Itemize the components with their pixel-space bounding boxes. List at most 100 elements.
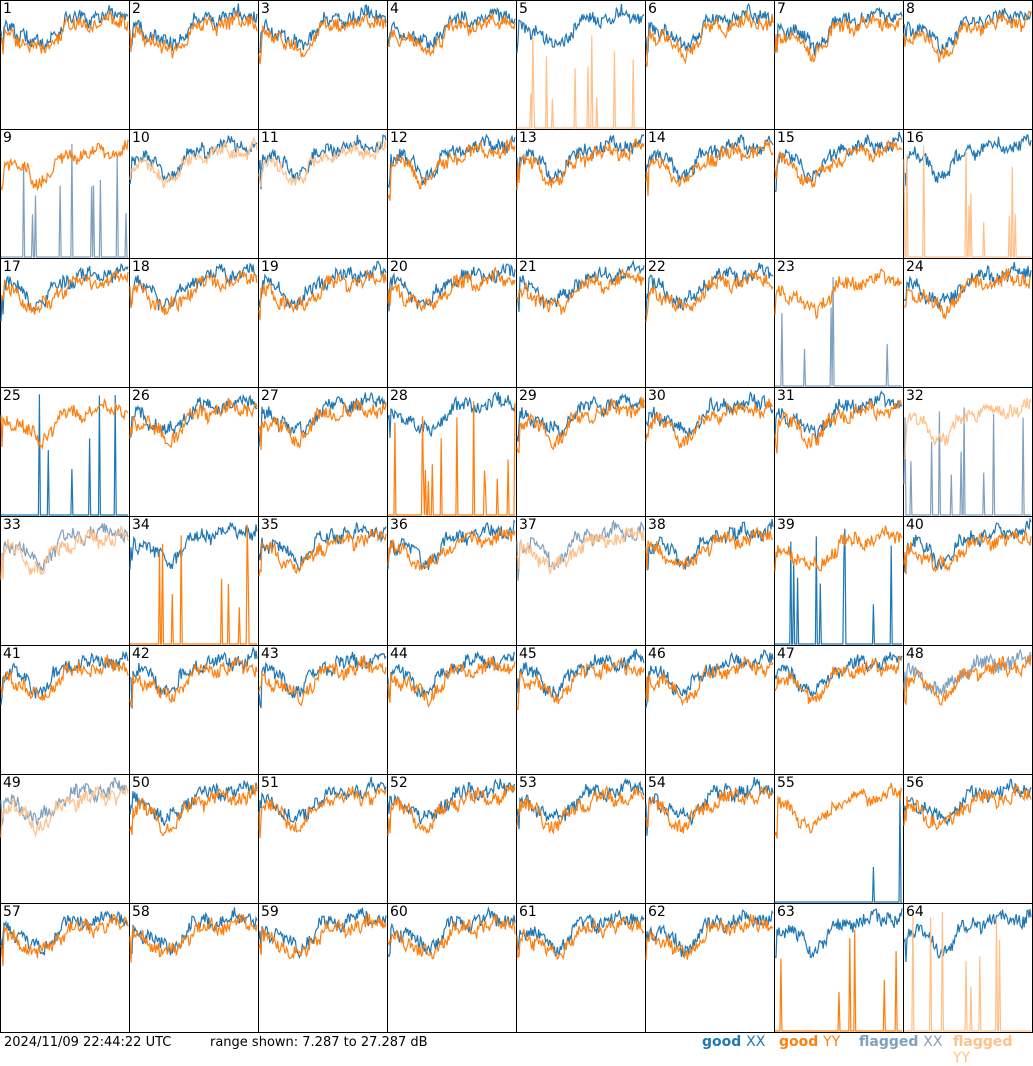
series-yy	[645, 526, 774, 571]
panel-border	[516, 774, 646, 904]
series-xx	[774, 6, 903, 56]
series-yy	[258, 913, 387, 960]
series-xx	[387, 905, 516, 958]
panel-border	[774, 645, 904, 775]
panel-19: 19	[258, 258, 388, 388]
series-yy	[516, 526, 645, 574]
series-xx	[129, 646, 258, 709]
panel-plot	[129, 903, 259, 1033]
panel-plot	[387, 0, 517, 130]
series-yy	[516, 657, 645, 710]
panel-border	[258, 258, 388, 388]
panel-21: 21	[516, 258, 646, 388]
panel-plot	[258, 903, 388, 1033]
panel-plot	[516, 774, 646, 904]
series-xx	[1, 394, 128, 516]
panel-border	[645, 258, 775, 388]
panel-plot	[903, 903, 1033, 1033]
series-xx	[775, 791, 902, 903]
panel-plot	[129, 387, 259, 517]
series-yy	[0, 784, 129, 838]
panel-56: 56	[903, 774, 1033, 904]
panel-border	[0, 129, 130, 259]
series-yy	[129, 913, 258, 963]
panel-36: 36	[387, 516, 517, 646]
series-xx	[129, 522, 258, 570]
panel-47: 47	[774, 645, 904, 775]
panel-plot	[774, 129, 904, 259]
panel-63: 63	[774, 903, 904, 1033]
panel-plot	[0, 645, 130, 775]
panel-53: 53	[516, 774, 646, 904]
panel-plot	[258, 774, 388, 904]
panel-5: 5	[516, 0, 646, 130]
series-xx	[387, 778, 516, 825]
panel-plot	[645, 0, 775, 130]
panel-border	[903, 903, 1033, 1033]
series-yy	[516, 268, 645, 315]
panel-plot	[516, 516, 646, 646]
series-xx	[258, 651, 387, 709]
series-yy	[774, 655, 903, 704]
panel-33: 33	[0, 516, 130, 646]
panel-11: 11	[258, 129, 388, 259]
series-xx	[258, 260, 387, 311]
panel-10: 10	[129, 129, 259, 259]
series-yy	[129, 398, 258, 448]
series-yy	[903, 784, 1032, 831]
series-xx	[903, 778, 1032, 827]
panel-39: 39	[774, 516, 904, 646]
series-xx	[645, 262, 774, 316]
panel-52: 52	[387, 774, 517, 904]
panel-plot	[258, 0, 388, 130]
panel-55: 55	[774, 774, 904, 904]
series-yy	[129, 784, 258, 837]
panel-border	[903, 387, 1033, 517]
panel-8: 8	[903, 0, 1033, 130]
legend-pol: YY	[823, 1034, 841, 1050]
series-yy	[645, 655, 774, 707]
series-yy	[903, 654, 1032, 707]
panel-14: 14	[645, 129, 775, 259]
series-yy	[903, 397, 1032, 460]
series-xx	[0, 5, 129, 51]
panel-32: 32	[903, 387, 1033, 517]
series-yy	[258, 269, 387, 321]
series-xx	[258, 4, 387, 54]
panel-51: 51	[258, 774, 388, 904]
panel-border	[0, 387, 130, 517]
panel-plot	[0, 387, 130, 517]
legend-word: flagged	[859, 1034, 919, 1050]
series-xx	[129, 907, 258, 956]
series-yy	[0, 139, 129, 192]
panel-border	[0, 258, 130, 388]
series-yy	[129, 135, 258, 189]
panel-plot	[645, 645, 775, 775]
series-xx	[516, 910, 645, 958]
timestamp: 2024/11/09 22:44:22 UTC	[4, 1035, 172, 1050]
panel-plot	[516, 645, 646, 775]
panel-31: 31	[774, 387, 904, 517]
panel-plot	[0, 903, 130, 1033]
panel-plot	[129, 0, 259, 130]
series-yy	[258, 400, 387, 451]
legend-pol: XX	[746, 1034, 766, 1050]
panel-35: 35	[258, 516, 388, 646]
series-xx	[387, 6, 516, 50]
series-xx	[645, 134, 774, 183]
panel-plot	[903, 387, 1033, 517]
panel-plot	[129, 516, 259, 646]
panel-plot	[774, 774, 904, 904]
panel-border	[774, 387, 904, 517]
panel-37: 37	[516, 516, 646, 646]
panel-22: 22	[645, 258, 775, 388]
panel-25: 25	[0, 387, 130, 517]
panel-49: 49	[0, 774, 130, 904]
series-xx	[129, 262, 258, 312]
panel-4: 4	[387, 0, 517, 130]
series-yy	[258, 12, 387, 65]
panel-26: 26	[129, 387, 259, 517]
series-xx	[0, 777, 129, 826]
series-yy	[0, 397, 129, 451]
series-xx	[387, 391, 516, 438]
